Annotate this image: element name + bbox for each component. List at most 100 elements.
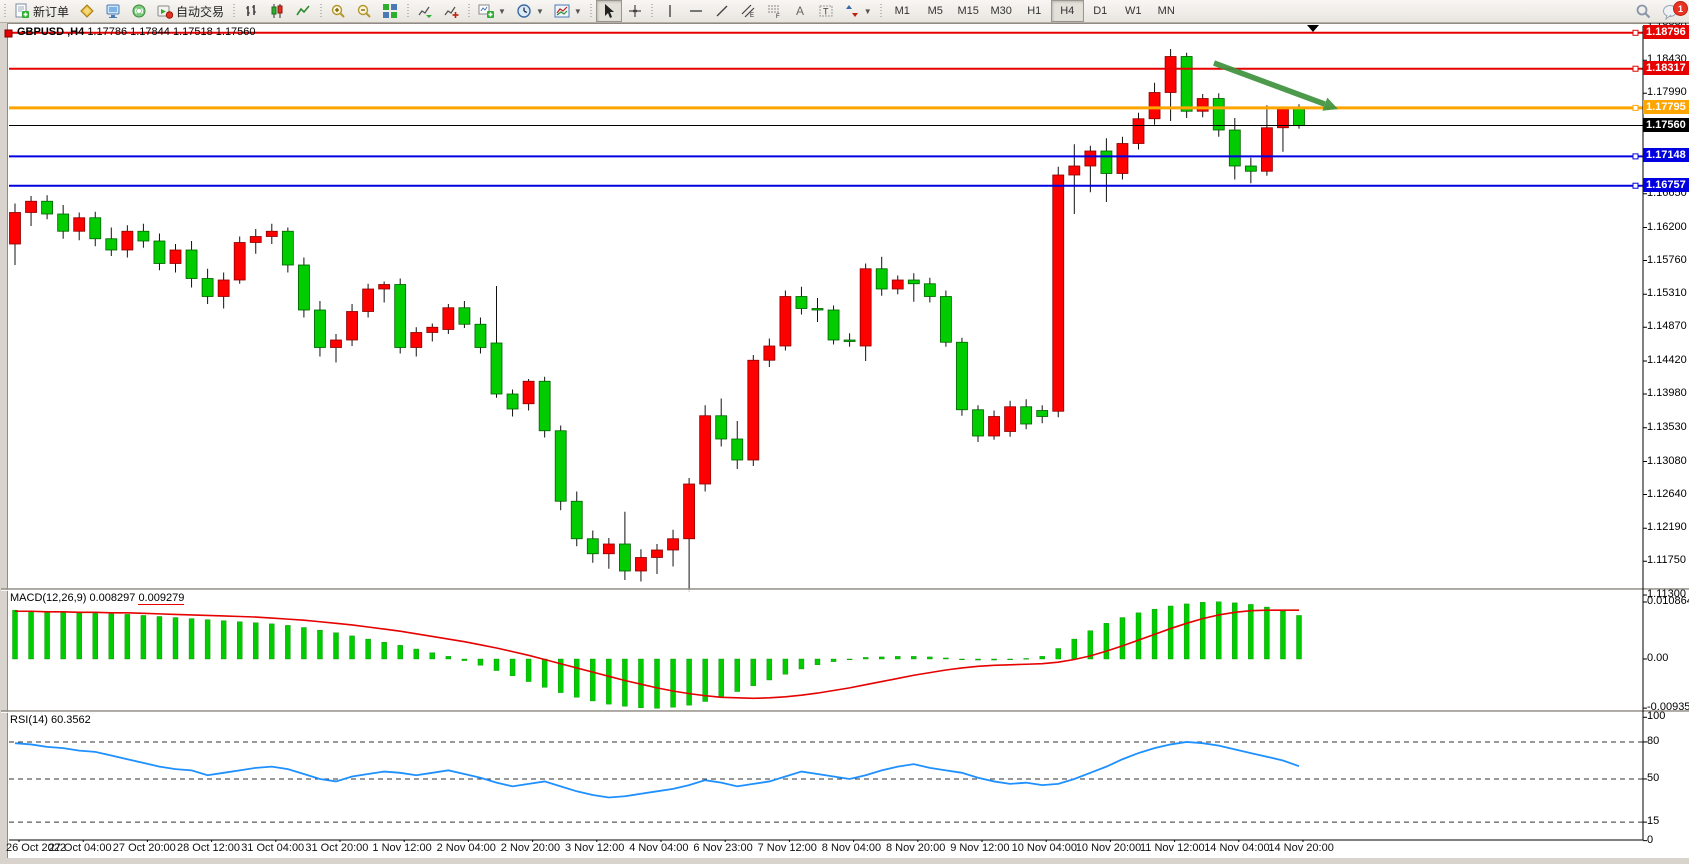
macd-histogram-bar [879,656,885,660]
timeframe-button-m15[interactable]: M15 [957,5,979,17]
search-button[interactable] [1630,0,1657,22]
candle-up [602,543,615,555]
macd-histogram-bar [1232,602,1238,660]
price-tick-label: 1.16200 [1647,220,1687,233]
svg-text:F: F [776,14,780,19]
cursor-group [595,0,648,22]
macd-histogram-bar [750,658,756,686]
toolbar-grip [1,2,8,20]
macd-histogram-bar [975,658,981,661]
crosshair-button[interactable] [622,0,648,22]
candle-up [442,307,455,330]
cursor-button[interactable] [595,0,622,22]
timeframe-button-h4[interactable]: H4 [1050,0,1084,22]
timeframe-button-mn[interactable]: MN [1157,5,1175,17]
tile-windows-button[interactable] [377,0,403,22]
candle-up [233,242,246,281]
label-button[interactable]: T [813,0,839,22]
candle-down [458,307,471,325]
bar-chart-button[interactable] [238,0,264,22]
timeframe-button-m1[interactable]: M1 [894,5,910,17]
fibonacci-button[interactable]: F [761,0,787,22]
text-icon: A [792,3,808,19]
macd-histogram-bar [959,658,965,661]
candle-up [699,415,712,485]
macd-histogram-bar [172,617,179,660]
line-chart-button[interactable] [290,0,316,22]
candle-up [249,236,262,243]
signals-button[interactable] [126,0,152,22]
template-dropdown[interactable]: ▼ [549,0,587,22]
price-tick-label: 1.11300 [1647,588,1686,600]
trendline-icon [714,3,730,19]
macd-tick-label: -0.009358 [1647,701,1689,714]
macd-histogram-bar [60,612,66,660]
zoom-out-icon [356,3,372,19]
price-tick-label: 1.14870 [1647,320,1687,333]
autotrading-button[interactable]: 自动交易 [152,0,229,22]
timeframe-button-h1[interactable]: H1 [1027,5,1042,17]
candle-down [394,284,407,348]
data-window-button[interactable] [100,0,126,22]
candle-down [586,538,599,555]
notifications-button[interactable]: 1 [1657,0,1688,22]
macd-histogram-bar [830,658,837,662]
horizontal-line-button[interactable] [683,0,709,22]
macd-histogram-bar [285,625,291,660]
candle-down [297,264,310,311]
candle-up [362,288,375,312]
candle-down [1180,56,1193,112]
date-label: 2 Nov 04:00 [436,842,496,854]
shapes-dropdown[interactable]: ▼ [839,0,877,22]
line-selection-handle[interactable] [4,29,13,38]
period-icon [516,3,532,19]
macd-histogram-bar [269,623,275,660]
zoom-out-button[interactable] [351,0,377,22]
trend-arrow-line[interactable] [1213,60,1326,107]
rsi-name: RSI(14) [10,714,48,726]
auto-scroll-button[interactable] [412,0,438,22]
vertical-line-button[interactable] [657,0,683,22]
price-tick-label: 1.15310 [1647,287,1687,300]
date-label: 28 Oct 12:00 [177,842,240,854]
date-label: 6 Nov 23:00 [693,842,753,854]
candle-down [923,283,936,297]
rsi-tick-label: 50 [1647,771,1660,784]
candle-up [1196,98,1209,112]
candlestick-button[interactable] [264,0,290,22]
timeframe-button-m5[interactable]: M5 [927,5,943,17]
dropdown-arrow-icon: ▼ [573,6,582,16]
trendline-button[interactable] [709,0,735,22]
candle-down [201,278,214,297]
timeframe-button-w1[interactable]: W1 [1124,5,1142,17]
macd-histogram-bar [461,658,468,661]
cursor-icon [601,3,617,19]
trend-arrow-head[interactable] [1322,97,1338,111]
period-dropdown[interactable]: ▼ [511,0,549,22]
timeframe-button-m30[interactable]: M30 [990,5,1012,17]
chart-shift-button[interactable] [438,0,464,22]
candle-down [105,238,118,251]
channel-button[interactable]: E [735,0,761,22]
new-order-button[interactable]: 新订单 [9,0,74,22]
metaeditor-icon [79,3,95,19]
zoom-in-button[interactable] [325,0,351,22]
candle-down [731,438,744,461]
macd-histogram-bar [1296,615,1302,660]
new-chart-dropdown[interactable]: ▼ [473,0,511,22]
candle-down [474,323,487,348]
text-button[interactable]: A [787,0,813,22]
candle-down [554,430,567,502]
candle-up [683,483,695,540]
timeframe-button-d1[interactable]: D1 [1093,5,1108,17]
candle-up [426,326,439,333]
rsi-tick-label: 100 [1647,710,1666,723]
svg-text:A: A [796,4,804,18]
metaeditor-button[interactable] [74,0,100,22]
candle-down [1228,129,1241,167]
macd-histogram-bar [1007,658,1013,661]
chart-shift-marker[interactable] [1307,25,1319,32]
candle-up [217,279,230,297]
dropdown-arrow-icon: ▼ [498,6,506,16]
rsi-indicator-label: RSI(14) 60.3562 [10,714,91,726]
